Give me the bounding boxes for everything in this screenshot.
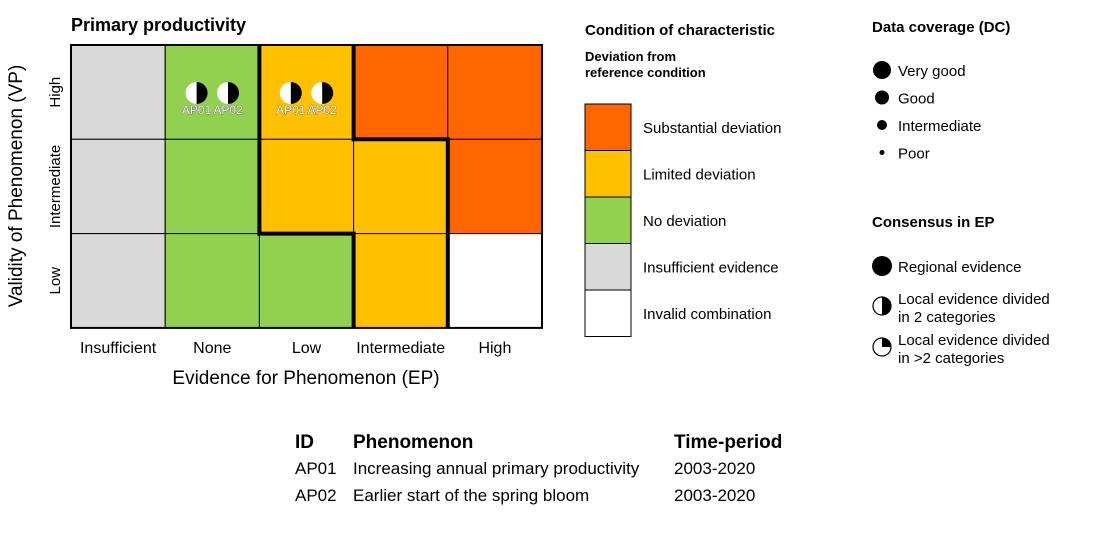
point-label: AP01 (182, 103, 212, 117)
table-cell: 2003-2020 (674, 486, 755, 505)
legend-swatch-invalid (584, 289, 632, 337)
heatmap-cell-limited (258, 44, 355, 140)
y-axis-label: Validity of Phenomenon (VP) (6, 65, 27, 308)
heatmap-cell-substantial (447, 138, 543, 235)
point-label: AP02 (308, 103, 338, 117)
x-tick-label: Insufficient (80, 340, 157, 357)
boundary-line-limited-substantial (351, 45, 450, 328)
table-cell: AP02 (295, 486, 337, 505)
x-tick-label: None (193, 340, 231, 357)
condition-legend-subtitle: Deviation from (585, 49, 676, 64)
legend-swatch-substantial (584, 103, 632, 151)
legend-label: Limited deviation (643, 167, 756, 184)
heatmap-cell-none (164, 233, 260, 329)
heatmap-cell-insufficient (70, 138, 166, 235)
consensus-legend-title: Consensus in EP (872, 214, 995, 231)
data-point-AP02: AP02 (307, 82, 338, 117)
table-cell: 2003-2020 (674, 459, 755, 478)
legend-swatch-none (584, 196, 632, 244)
y-tick-label: Intermediate (47, 145, 64, 228)
half-circle-icon (196, 82, 208, 104)
legend-label: Substantial deviation (643, 120, 781, 137)
heatmap-cell-substantial (353, 44, 449, 140)
x-tick-label: Low (292, 340, 322, 357)
legend-label: No deviation (643, 213, 726, 230)
data-point-AP02: AP02 (213, 82, 243, 117)
coverage-legend-title: Data coverage (DC) (872, 19, 1010, 36)
coverage-dot-icon (877, 120, 887, 130)
legend-label: Insufficient evidence (643, 260, 779, 277)
table-header: Time-period (674, 432, 782, 453)
half-circle-icon (322, 82, 334, 104)
coverage-label: Poor (898, 146, 930, 163)
table-cell: Increasing annual primary productivity (353, 459, 640, 478)
coverage-dot-icon (875, 90, 889, 105)
x-tick-label: Intermediate (356, 340, 445, 357)
legend-swatch-insufficient (584, 243, 632, 291)
heatmap-cell-substantial (447, 44, 543, 140)
point-label: AP02 (213, 103, 243, 117)
full-circle-icon (872, 256, 892, 276)
x-axis-label: Evidence for Phenomenon (EP) (172, 368, 439, 389)
quarter-circle-icon (882, 338, 891, 347)
coverage-label: Very good (898, 63, 966, 80)
boundary-line-none-limited (257, 45, 356, 328)
heatmap-cell-invalid (447, 233, 543, 329)
consensus-label: Regional evidence (898, 259, 1021, 276)
table-cell: Earlier start of the spring bloom (353, 486, 589, 505)
y-tick-label: Low (47, 267, 64, 295)
heatmap-cell-limited (258, 138, 355, 235)
plot-border (70, 44, 543, 329)
chart-title: Primary productivity (71, 15, 246, 35)
heatmap-cell-insufficient (70, 44, 166, 140)
legend-swatch-limited (584, 150, 632, 198)
heatmap-cell-none (258, 233, 355, 329)
heatmap-cell-none (164, 44, 260, 140)
legend-label: Invalid combination (643, 306, 771, 323)
consensus-label: Local evidence divided (898, 291, 1050, 308)
coverage-dot-icon (873, 61, 891, 79)
coverage-label: Intermediate (898, 118, 981, 135)
coverage-label: Good (898, 91, 935, 108)
table-cell: AP01 (295, 459, 337, 478)
data-point-AP01: AP01 (276, 82, 306, 117)
half-circle-icon (290, 82, 302, 104)
x-tick-label: High (478, 340, 511, 357)
coverage-dot-icon (879, 150, 885, 155)
heatmap-cell-limited (353, 233, 449, 329)
consensus-label: in 2 categories (898, 309, 996, 326)
table-header: ID (295, 432, 314, 453)
condition-legend-title: Condition of characteristic (585, 22, 775, 39)
heatmap-cell-insufficient (70, 233, 166, 329)
consensus-label: Local evidence divided (898, 332, 1050, 349)
data-point-AP01: AP01 (182, 82, 212, 117)
table-header: Phenomenon (353, 432, 473, 453)
heatmap-cell-limited (353, 138, 449, 235)
heatmap-cell-none (164, 138, 260, 235)
condition-legend-subtitle: reference condition (585, 65, 706, 80)
consensus-label: in >2 categories (898, 350, 1004, 367)
y-tick-label: High (47, 77, 64, 108)
half-circle-icon (228, 82, 239, 104)
point-label: AP01 (276, 103, 306, 117)
half-circle-icon (882, 297, 891, 315)
